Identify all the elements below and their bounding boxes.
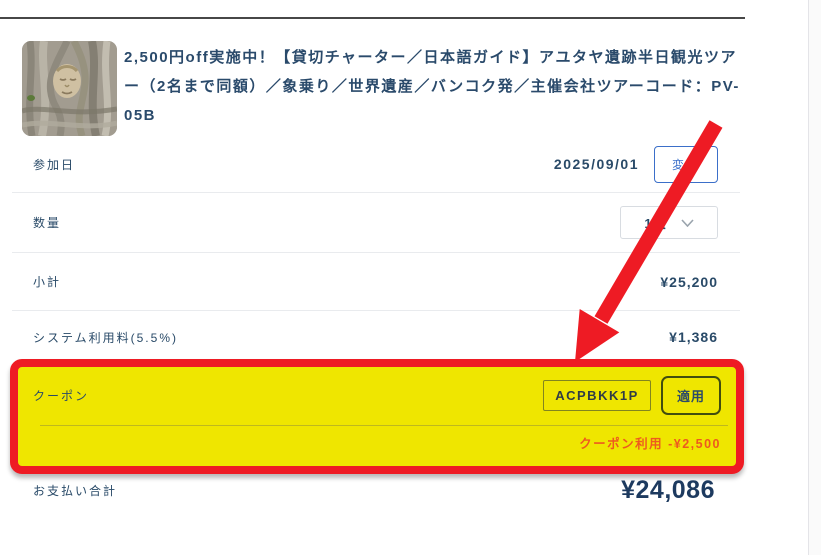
buddha-head-thumbnail-art: [22, 41, 117, 136]
system-fee-row: システム利用料(5.5%) ¥1,386: [0, 311, 745, 363]
product-thumbnail: [22, 41, 117, 136]
apply-coupon-button[interactable]: 適用: [661, 375, 721, 415]
participation-date-value: 2025/09/01: [553, 156, 639, 172]
subtotal-value: ¥25,200: [660, 273, 718, 290]
page-right-margin: [809, 0, 821, 555]
product-header: 2,500円off実施中！【貸切チャーター／日本語ガイド】アユタヤ遺跡半日観光ツ…: [22, 41, 740, 136]
coupon-row: クーポン 適用: [18, 367, 736, 423]
participation-date-row: 参加日 2025/09/01 変更: [0, 136, 745, 192]
participation-date-label: 参加日: [33, 157, 76, 172]
coupon-applied-text: クーポン利用 -¥2,500: [579, 437, 721, 451]
subtotal-label: 小計: [33, 275, 62, 289]
quantity-label: 数量: [33, 216, 62, 230]
quantity-value: 1組: [644, 216, 667, 231]
row-divider: [12, 192, 740, 193]
total-label: お支払い合計: [33, 483, 118, 498]
system-fee-value: ¥1,386: [669, 329, 718, 345]
system-fee-label: システム利用料(5.5%): [33, 330, 178, 345]
product-title: 2,500円off実施中！【貸切チャーター／日本語ガイド】アユタヤ遺跡半日観光ツ…: [124, 49, 740, 124]
coupon-highlight-box: クーポン 適用 クーポン利用 -¥2,500: [10, 359, 744, 474]
total-row: お支払い合計 ¥24,086: [0, 468, 745, 512]
change-date-button[interactable]: 変更: [654, 145, 718, 183]
subtotal-row: 小計 ¥25,200: [0, 253, 745, 310]
row-divider: [12, 310, 740, 311]
quantity-row: 数量 1組: [0, 193, 745, 252]
coupon-inner-divider: [40, 425, 728, 426]
quantity-select[interactable]: 1組: [620, 206, 718, 239]
coupon-label: クーポン: [33, 388, 90, 403]
row-divider: [12, 252, 740, 253]
top-divider: [0, 17, 745, 19]
total-value: ¥24,086: [621, 475, 715, 504]
coupon-code-input[interactable]: [543, 379, 651, 411]
panel-right-edge: [808, 0, 809, 555]
chevron-down-icon: [681, 218, 694, 227]
